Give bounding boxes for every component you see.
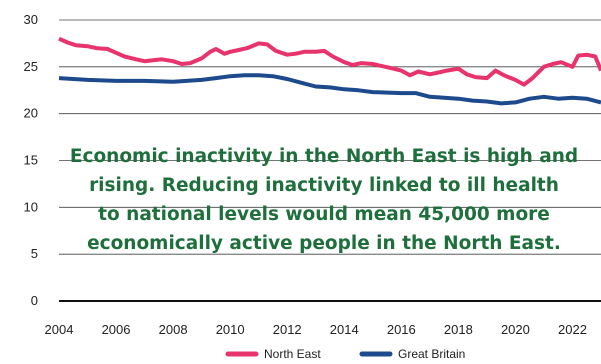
legend-label: Great Britain — [398, 347, 465, 361]
y-axis-ticks: 0 5 10 15 20 25 30 — [24, 12, 38, 308]
x-tick-label: 2010 — [216, 322, 245, 337]
annotation-line-1: Economic inactivity in the North East is… — [69, 146, 579, 167]
y-tick-label: 0 — [31, 293, 38, 308]
legend: North East Great Britain — [225, 347, 465, 361]
series-line-north-east — [58, 36, 601, 87]
y-tick-label: 25 — [24, 59, 38, 74]
x-axis-ticks: 2004 2006 2008 2010 2012 2014 2016 2018 2020 2022 — [45, 322, 587, 337]
y-tick-label: 20 — [24, 106, 38, 121]
annotation-text: Economic inactivity in the North East is… — [44, 142, 601, 258]
series-line-great-britain — [58, 73, 601, 106]
gridlines — [59, 19, 601, 255]
x-tick-label: 2008 — [159, 322, 188, 337]
x-tick-label: 2018 — [444, 322, 473, 337]
annotation-line-2: rising. Reducing inactivity linked to il… — [89, 175, 559, 196]
annotation-line-4: economically active people in the North … — [87, 233, 561, 254]
y-tick-label: 30 — [24, 12, 38, 27]
x-tick-label: 2006 — [102, 322, 131, 337]
x-tick-label: 2020 — [501, 322, 530, 337]
y-tick-label: 5 — [31, 246, 38, 261]
x-tick-label: 2022 — [558, 322, 587, 337]
annotation-line-3: to national levels would mean 45,000 mor… — [98, 204, 550, 225]
y-tick-label: 10 — [24, 199, 38, 214]
series-lines — [58, 36, 601, 106]
x-tick-label: 2012 — [273, 322, 302, 337]
x-tick-label: 2004 — [45, 322, 74, 337]
y-tick-label: 15 — [24, 153, 38, 168]
x-tick-label: 2014 — [330, 322, 359, 337]
legend-label: North East — [264, 347, 321, 361]
x-tick-label: 2016 — [387, 322, 416, 337]
